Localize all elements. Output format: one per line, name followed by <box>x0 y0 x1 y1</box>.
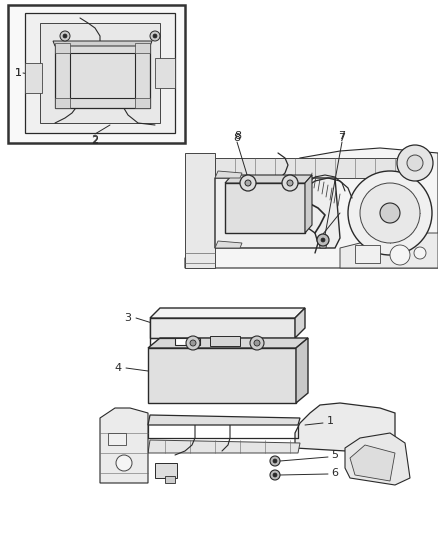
Polygon shape <box>225 183 305 233</box>
Polygon shape <box>340 233 438 268</box>
Polygon shape <box>185 153 215 268</box>
Text: 1: 1 <box>326 416 333 426</box>
Polygon shape <box>155 58 175 88</box>
Polygon shape <box>148 415 300 425</box>
Polygon shape <box>215 171 242 178</box>
Bar <box>155 463 177 478</box>
Polygon shape <box>135 43 150 53</box>
Text: 5: 5 <box>332 450 339 460</box>
Polygon shape <box>345 433 410 485</box>
Polygon shape <box>215 241 242 248</box>
Text: 1: 1 <box>14 68 21 78</box>
Circle shape <box>63 34 67 38</box>
Bar <box>108 433 126 445</box>
Circle shape <box>317 234 329 246</box>
Text: 6: 6 <box>332 468 339 478</box>
Text: 2: 2 <box>92 135 99 145</box>
Circle shape <box>282 175 298 191</box>
Circle shape <box>380 203 400 223</box>
Circle shape <box>321 238 325 242</box>
Text: 7: 7 <box>339 131 346 141</box>
Text: 2: 2 <box>92 136 99 146</box>
Circle shape <box>397 145 433 181</box>
Circle shape <box>287 180 293 186</box>
Text: 8: 8 <box>233 133 240 143</box>
Polygon shape <box>295 403 395 453</box>
Polygon shape <box>225 175 312 183</box>
Polygon shape <box>215 178 340 248</box>
Polygon shape <box>295 308 305 338</box>
Circle shape <box>60 31 70 41</box>
Circle shape <box>390 245 410 265</box>
Polygon shape <box>350 445 395 481</box>
Polygon shape <box>55 98 70 108</box>
Text: 4: 4 <box>114 363 122 373</box>
Circle shape <box>254 340 260 346</box>
Polygon shape <box>150 338 200 345</box>
Text: 7: 7 <box>339 133 346 143</box>
Polygon shape <box>135 98 150 108</box>
Circle shape <box>116 455 132 471</box>
Polygon shape <box>296 338 308 403</box>
Bar <box>8 5 185 143</box>
Bar <box>165 476 175 483</box>
Text: 1: 1 <box>14 68 21 78</box>
Polygon shape <box>100 408 148 483</box>
Text: 3: 3 <box>124 313 131 323</box>
Polygon shape <box>150 308 305 318</box>
Circle shape <box>190 340 196 346</box>
Bar <box>210 336 240 346</box>
Polygon shape <box>25 63 42 93</box>
Polygon shape <box>53 41 152 46</box>
Circle shape <box>360 183 420 243</box>
Circle shape <box>153 34 157 38</box>
Circle shape <box>150 31 160 41</box>
Circle shape <box>186 336 200 350</box>
Circle shape <box>414 247 426 259</box>
Polygon shape <box>40 23 160 123</box>
Circle shape <box>348 171 432 255</box>
Bar <box>355 245 380 263</box>
Polygon shape <box>148 338 308 348</box>
Polygon shape <box>305 175 312 233</box>
Polygon shape <box>25 13 175 133</box>
Circle shape <box>273 473 277 477</box>
Polygon shape <box>319 240 327 248</box>
Polygon shape <box>185 148 438 268</box>
Circle shape <box>273 459 277 463</box>
Polygon shape <box>148 440 300 453</box>
Circle shape <box>270 470 280 480</box>
Circle shape <box>407 155 423 171</box>
Polygon shape <box>150 318 295 338</box>
Circle shape <box>240 175 256 191</box>
Text: 8: 8 <box>234 131 242 141</box>
Circle shape <box>270 456 280 466</box>
Circle shape <box>250 336 264 350</box>
Polygon shape <box>55 43 70 53</box>
Polygon shape <box>55 43 150 108</box>
Polygon shape <box>215 158 420 178</box>
Circle shape <box>245 180 251 186</box>
Polygon shape <box>70 53 135 98</box>
Polygon shape <box>148 348 296 403</box>
